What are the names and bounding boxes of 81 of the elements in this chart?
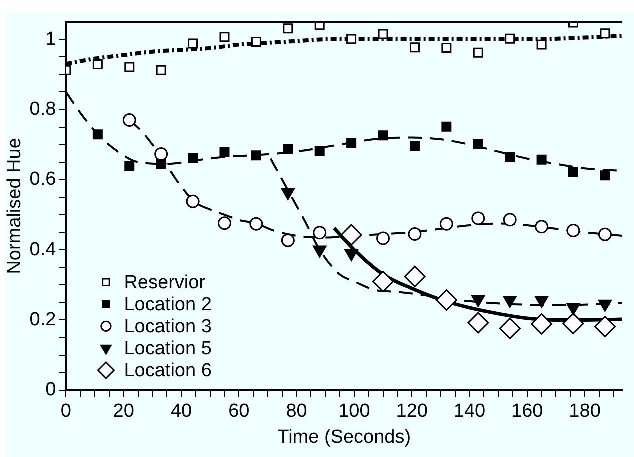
point xyxy=(562,312,584,334)
legend-label: Reservior xyxy=(124,272,206,294)
point xyxy=(156,65,166,76)
y-tick-label: 1 xyxy=(46,28,56,50)
point xyxy=(154,148,168,162)
point xyxy=(156,159,166,170)
point xyxy=(340,224,362,246)
point xyxy=(436,289,458,311)
point xyxy=(124,162,135,172)
point xyxy=(346,138,357,148)
point xyxy=(346,34,357,44)
point xyxy=(600,170,610,181)
point xyxy=(220,32,230,42)
point xyxy=(499,318,521,340)
point xyxy=(468,312,490,334)
point xyxy=(404,266,426,288)
y-tick-label: 0.6 xyxy=(30,169,56,190)
point xyxy=(378,29,388,40)
point xyxy=(568,167,578,178)
point xyxy=(505,34,516,44)
point xyxy=(442,122,452,132)
x-tick-label: 20 xyxy=(113,401,134,422)
x-tick-label: 40 xyxy=(170,401,192,422)
legend-label: Location 5 xyxy=(124,338,212,360)
point xyxy=(92,59,103,70)
point xyxy=(283,144,294,154)
x-axis-title: Time (Seconds) xyxy=(278,426,412,448)
legend-label: Location 3 xyxy=(124,316,212,338)
point xyxy=(251,150,262,161)
point xyxy=(372,270,394,292)
x-tick-label: 120 xyxy=(396,401,428,422)
point xyxy=(566,224,580,238)
point xyxy=(283,24,294,34)
point xyxy=(503,213,517,227)
point xyxy=(534,296,549,308)
point xyxy=(410,42,420,53)
point xyxy=(472,212,486,226)
point xyxy=(92,130,103,140)
point xyxy=(410,141,420,152)
legend-label: Location 2 xyxy=(124,294,212,316)
point xyxy=(376,232,390,246)
point xyxy=(536,154,547,165)
point xyxy=(186,194,200,208)
point xyxy=(251,37,262,47)
point xyxy=(220,148,230,158)
x-tick-label: 80 xyxy=(286,401,308,422)
x-tick-label: 140 xyxy=(454,401,486,422)
point xyxy=(378,130,388,141)
point xyxy=(503,296,517,308)
point xyxy=(250,217,264,231)
y-tick-label: 0.4 xyxy=(30,239,57,260)
point xyxy=(188,38,198,49)
point xyxy=(442,42,452,53)
point xyxy=(473,139,484,150)
x-tick-label: 60 xyxy=(228,401,250,422)
point xyxy=(408,228,422,242)
point xyxy=(531,313,553,335)
legend-label: Location 6 xyxy=(124,360,212,382)
point xyxy=(594,316,616,338)
point xyxy=(124,62,135,72)
point xyxy=(473,48,484,58)
point xyxy=(314,146,325,156)
y-tick-label: 0 xyxy=(46,380,56,401)
x-tick-label: 100 xyxy=(338,401,370,422)
point xyxy=(188,153,198,164)
point xyxy=(600,28,610,39)
y-axis-title: Normalised Hue xyxy=(4,138,26,274)
point xyxy=(313,226,327,240)
point xyxy=(505,152,516,162)
x-tick-label: 180 xyxy=(569,401,601,422)
point xyxy=(535,220,549,234)
y-tick-label: 0.8 xyxy=(30,98,56,120)
point xyxy=(598,228,612,242)
y-tick-label: 0.2 xyxy=(30,309,56,330)
point xyxy=(281,234,295,248)
x-tick-label: 160 xyxy=(512,401,544,422)
point xyxy=(440,217,454,231)
point xyxy=(122,113,136,127)
point xyxy=(536,40,547,50)
point xyxy=(218,216,232,230)
x-tick-label: 0 xyxy=(60,401,72,422)
